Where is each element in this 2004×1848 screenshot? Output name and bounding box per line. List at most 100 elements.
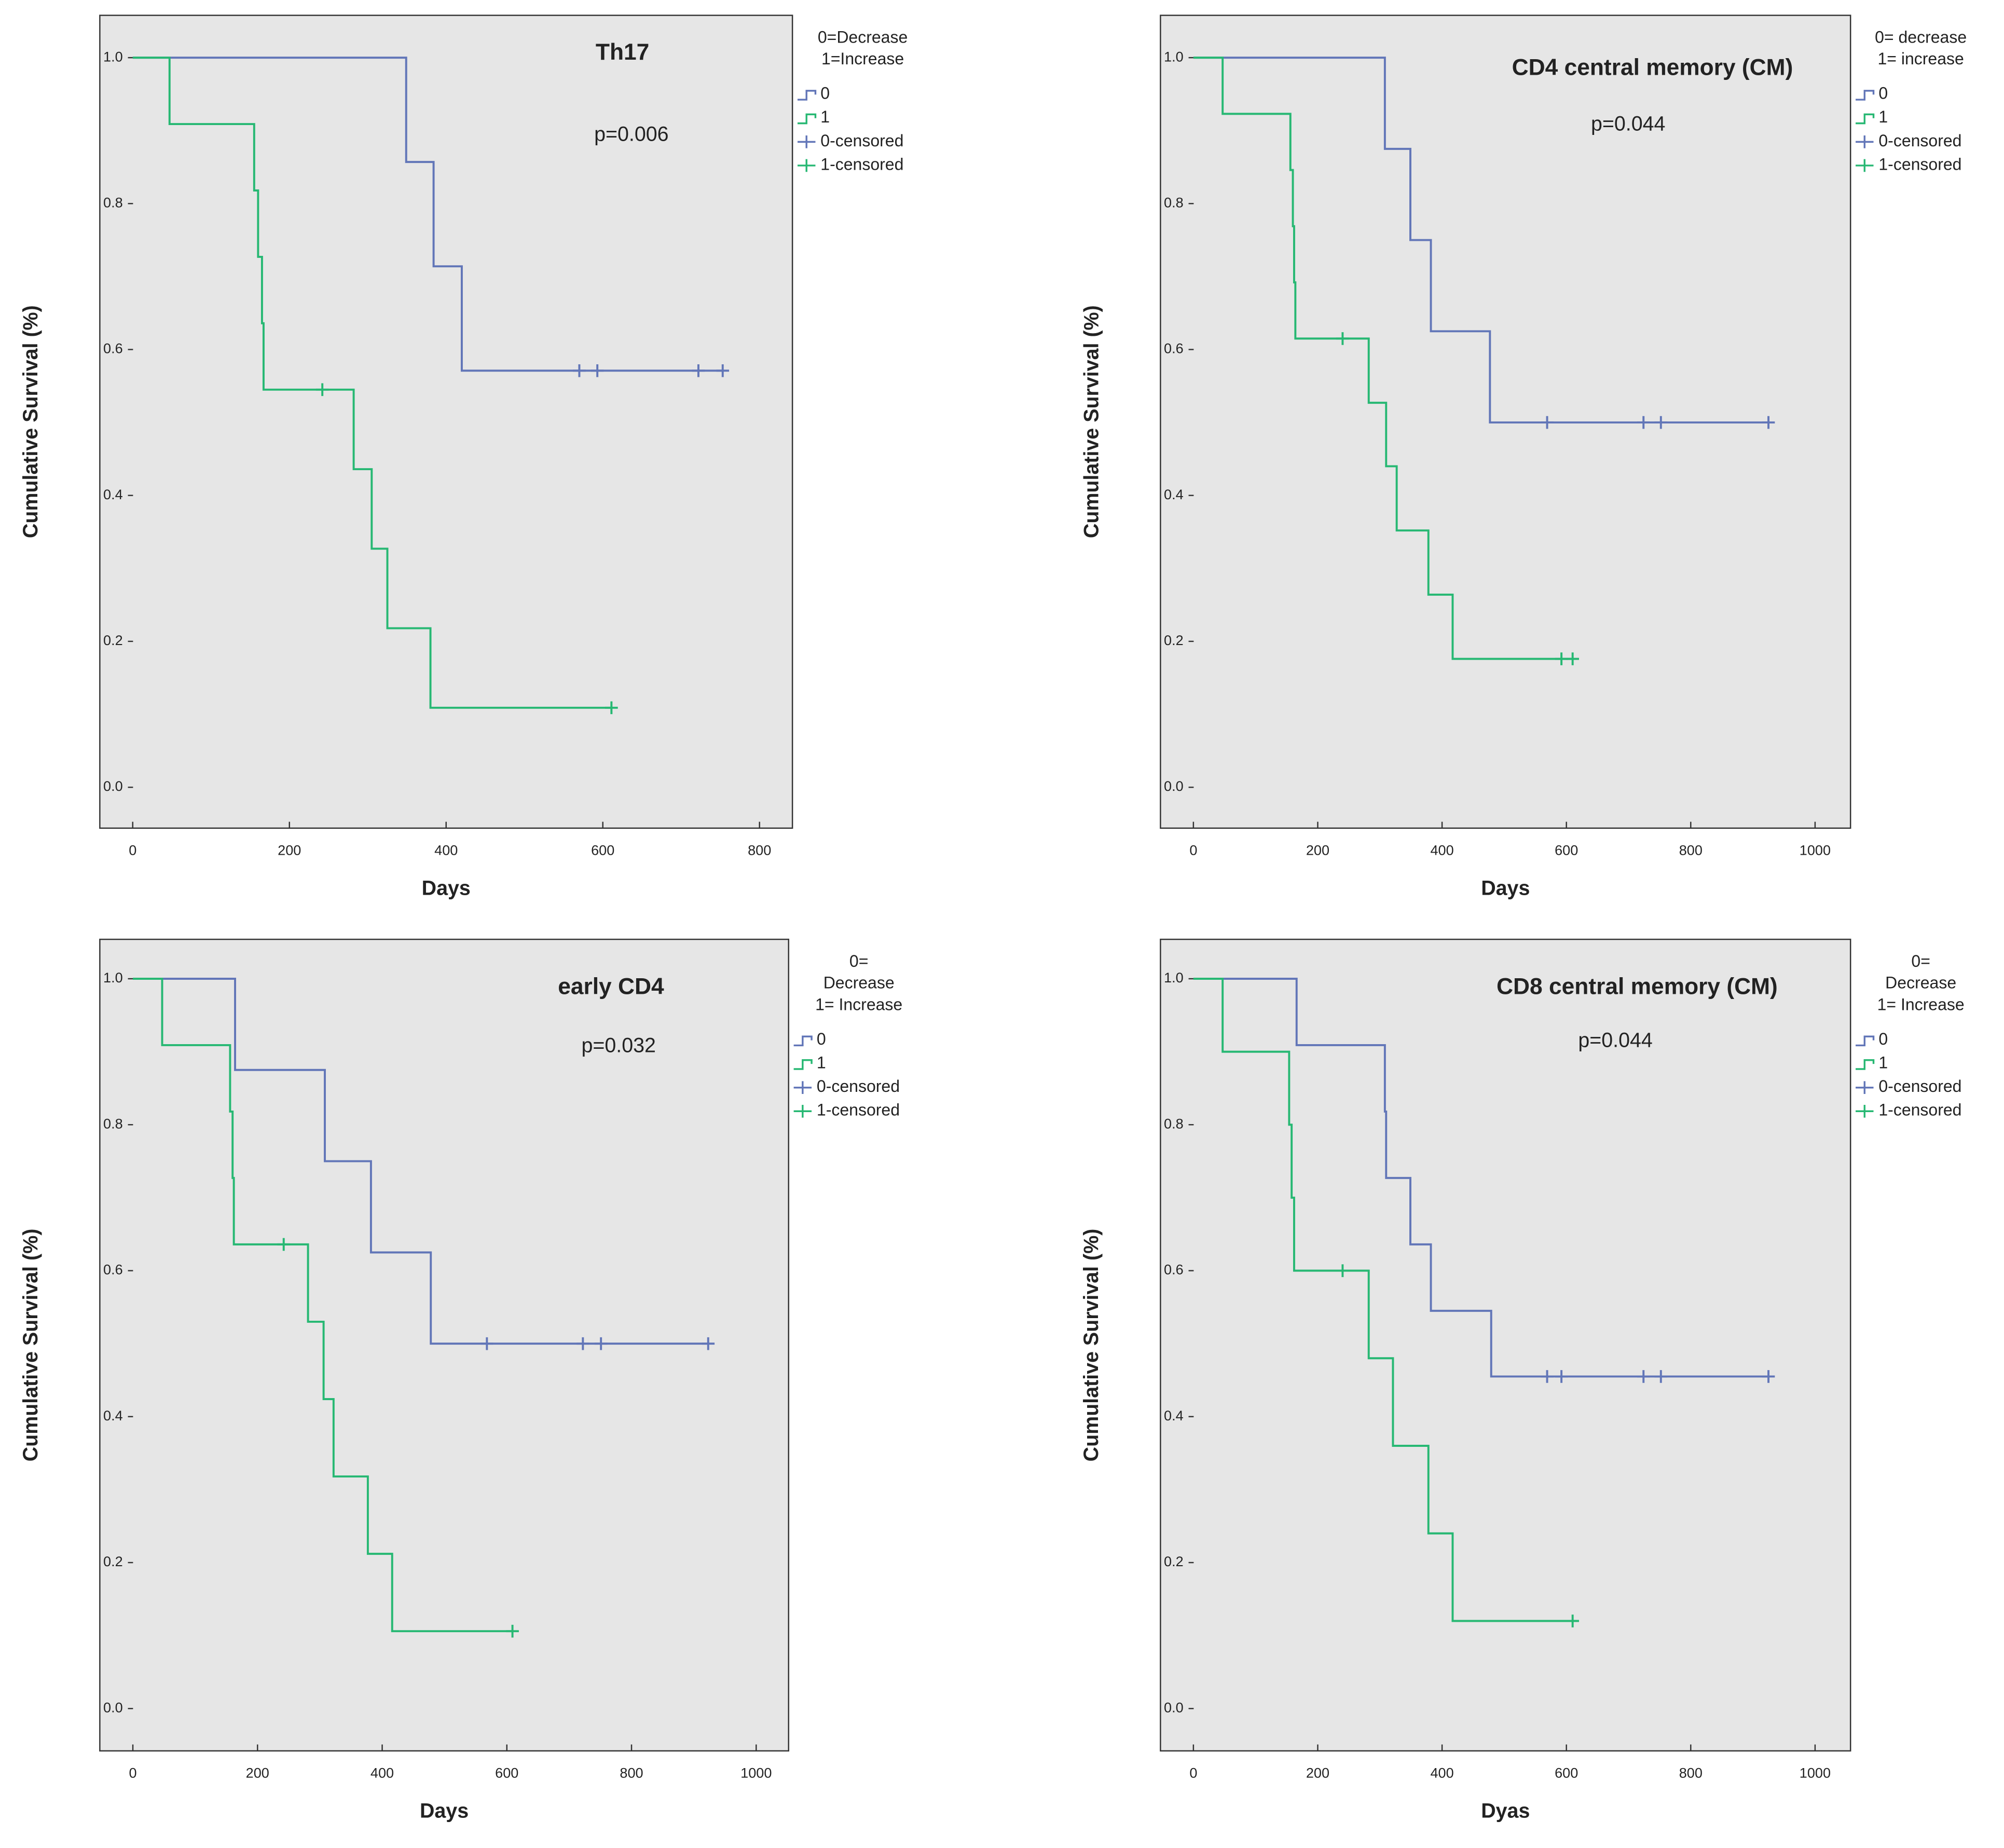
legend-label: 0-censored [1878,1077,1961,1096]
plot-area [1160,938,1851,1752]
plot-area [99,938,789,1752]
legend-symbol [1856,1059,1875,1070]
legend-title: 1= Increase [815,995,902,1014]
x-tick-label: 600 [1555,1764,1578,1781]
legend-symbol [1856,135,1874,148]
censored-mark [1566,652,1579,665]
x-tick-label: 0 [129,1764,136,1781]
legend-title: 0=Decrease [818,28,908,46]
survival-curve [1193,57,1769,424]
legend-label: 1 [820,107,830,126]
panel: 0.0 0.2 0.4 0.6 0.8 1.0 0 200 400 600 800 1000 Days C… [1080,15,1967,899]
y-tick-label: 0.8 [103,1115,123,1131]
x-tick-label: 600 [591,842,614,858]
legend-symbol [1856,1035,1875,1047]
censored-mark [1555,1370,1568,1383]
censored-mark [1555,652,1568,665]
x-tick-label: 800 [620,1764,643,1781]
censored-mark [506,1624,519,1638]
x-tick-label: 200 [246,1764,269,1781]
censored-mark [573,364,586,377]
legend-symbol [1856,90,1875,101]
legend-symbol [797,113,817,125]
chart-title: CD8 central memory (CM) [1497,974,1778,999]
censored-mark [1336,332,1349,345]
x-tick-label: 1000 [740,1764,772,1781]
legend-symbol [793,1035,813,1047]
legend-title: 1= Increase [1877,995,1965,1014]
legend-label: 0 [817,1030,826,1048]
survival-curve [133,978,708,1345]
legend-label: 0-censored [817,1077,900,1096]
x-tick-label: 400 [434,842,458,858]
censored-mark [1762,416,1775,429]
censored-mark [591,364,604,377]
censored-mark [1654,416,1668,429]
x-tick-label: 0 [1189,842,1197,858]
censored-mark [605,701,618,715]
y-tick-label: 0.8 [1164,1115,1184,1131]
x-tick-label: 400 [1430,842,1453,858]
legend-label: 1-censored [817,1101,900,1119]
legend-symbol [1856,159,1874,172]
legend-title: 0= [849,952,868,970]
y-tick-label: 0.4 [103,1407,123,1423]
y-tick-label: 0.6 [1164,340,1184,357]
survival-curve [1193,57,1573,660]
panel: 0.0 0.2 0.4 0.6 0.8 1.0 0 200 400 600 800 1000 Dyas C… [1080,938,1965,1822]
y-tick-label: 0.8 [1164,194,1184,210]
legend-title: 0= [1911,952,1930,970]
censored-mark [594,1337,608,1350]
y-axis-label: Cumulative Survival (%) [19,305,42,538]
survival-curve [1193,978,1573,1622]
annotation: p=0.044 [1591,113,1665,135]
x-tick-label: 600 [1555,842,1578,858]
y-tick-label: 0.4 [103,486,123,502]
x-tick-label: 200 [278,842,301,858]
y-tick-label: 0.0 [103,1699,123,1715]
y-tick-label: 0.6 [103,340,123,357]
legend-label: 1-censored [1878,155,1961,173]
legend-title: 1= increase [1877,49,1964,68]
survival-curve [1193,978,1769,1378]
x-axis-label: Dyas [1481,1799,1530,1822]
x-tick-label: 200 [1306,1764,1329,1781]
x-tick-label: 1000 [1800,842,1831,858]
y-tick-label: 0.4 [1164,486,1184,502]
y-tick-label: 1.0 [103,48,123,64]
y-tick-label: 0.6 [1164,1262,1184,1278]
y-tick-label: 0.0 [103,778,123,794]
y-tick-label: 0.2 [103,1553,123,1569]
censored-mark [277,1238,291,1251]
legend-label: 1 [817,1053,826,1072]
censored-mark [1654,1370,1668,1383]
y-tick-label: 0.2 [1164,1553,1184,1569]
legend-symbol [797,135,816,148]
censored-mark [315,383,329,396]
x-axis-label: Days [422,877,471,899]
censored-mark [577,1337,589,1350]
y-tick-label: 0.8 [103,194,123,210]
x-tick-label: 200 [1306,842,1329,858]
y-tick-label: 0.2 [1164,632,1184,648]
survival-curve [133,978,513,1633]
y-tick-label: 0.0 [1164,1699,1184,1715]
legend-symbol [793,1104,812,1118]
y-tick-label: 0.0 [1164,778,1184,794]
annotation: p=0.006 [594,122,668,145]
x-tick-label: 400 [370,1764,394,1781]
legend-symbol [793,1081,812,1094]
censored-mark [1637,416,1650,429]
legend-label: 0-censored [820,131,903,150]
y-tick-label: 1.0 [1164,969,1184,985]
panel: 0.0 0.2 0.4 0.6 0.8 1.0 0 200 400 600 800 Days Cumul… [19,15,908,899]
legend-symbol [1856,1104,1874,1118]
panel: 0.0 0.2 0.4 0.6 0.8 1.0 0 200 400 600 800 1000 Days C… [19,938,902,1822]
censored-mark [1336,1264,1349,1277]
legend-label: 1 [1878,107,1888,126]
y-axis-label: Cumulative Survival (%) [1080,305,1103,538]
legend-label: 0 [820,84,830,103]
plot-area [99,15,793,829]
x-tick-label: 800 [1679,1764,1703,1781]
